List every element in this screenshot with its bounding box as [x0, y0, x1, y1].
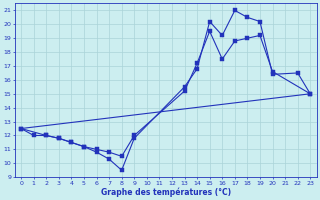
- X-axis label: Graphe des températures (°C): Graphe des températures (°C): [100, 187, 231, 197]
